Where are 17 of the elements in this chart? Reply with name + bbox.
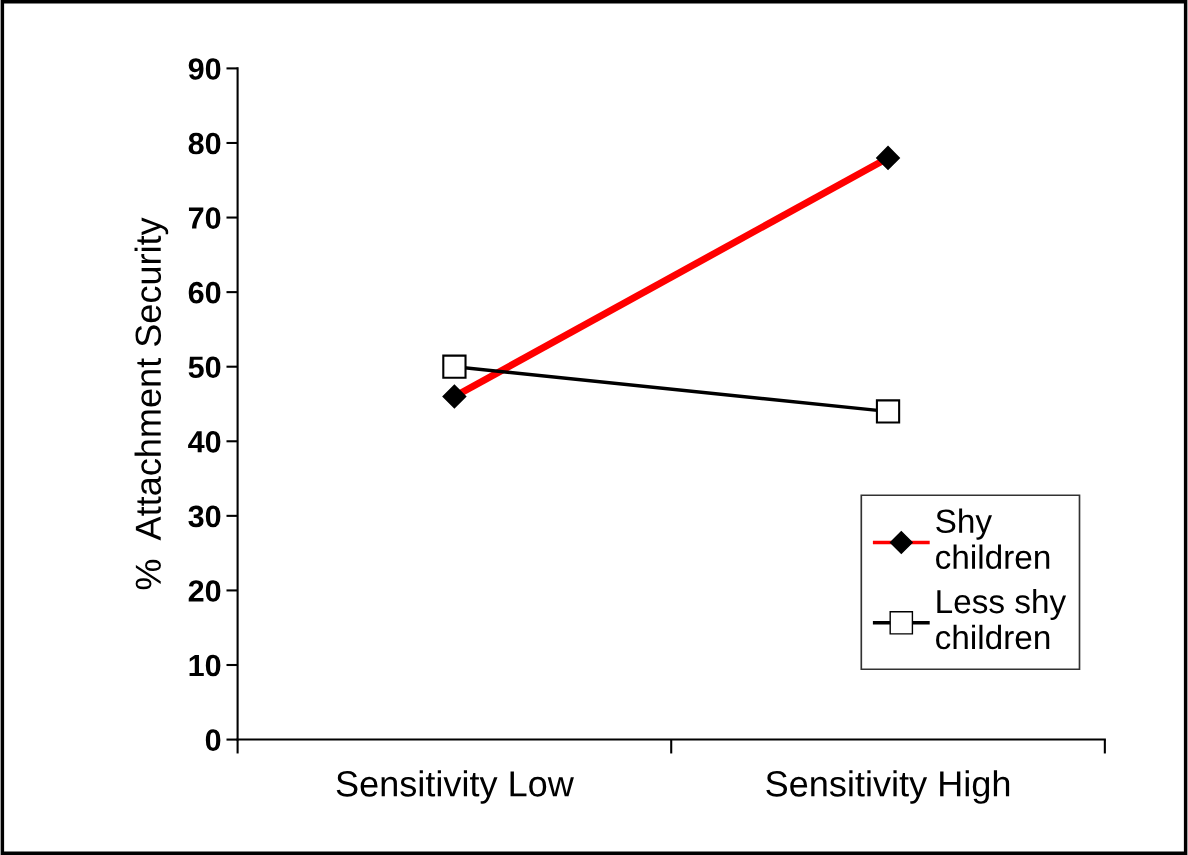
point [442, 354, 467, 379]
point [875, 399, 901, 424]
y-tick-label: 80 [188, 132, 221, 155]
y-axis-title: % Attachment Security [134, 217, 169, 590]
x-tick-label: Sensitivity High [766, 770, 1010, 804]
y-tick-label: 10 [189, 654, 221, 677]
y-tick-label: 60 [188, 281, 221, 304]
y-tick-label: 50 [188, 356, 221, 379]
legend-label: Less shy children [936, 588, 1067, 650]
x-tick-label: Sensitivity Low [336, 770, 574, 804]
y-tick-label: 20 [188, 580, 221, 602]
legend-label: Shy children [936, 508, 1050, 569]
y-tick-label: 30 [188, 505, 221, 528]
y-tick-label: 40 [188, 431, 221, 453]
y-tick-label: 90 [188, 58, 221, 80]
y-tick-label: 0 [205, 729, 221, 751]
y-tick-label: 70 [188, 207, 221, 229]
